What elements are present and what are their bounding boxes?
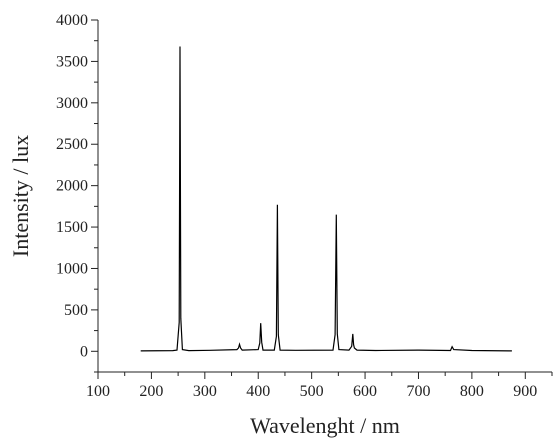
y-tick-label: 1000 [56,260,88,277]
x-tick-label: 600 [353,383,377,400]
x-tick-label: 300 [193,383,217,400]
y-tick-label: 2000 [56,178,88,195]
y-tick-label: 500 [64,302,88,319]
x-tick-label: 100 [86,383,110,400]
y-tick-label: 2500 [56,136,88,153]
x-tick-label: 400 [246,383,270,400]
x-axis-ticks: 100 200 300 400 500 600 700 800 900 [86,372,553,400]
x-axis-label: Wavelenght / nm [250,413,400,438]
y-axis-label: Intensity / lux [8,135,33,257]
y-tick-label: 3500 [56,53,88,70]
y-tick-label: 1500 [56,219,88,236]
series-line [140,46,512,352]
x-tick-label: 700 [406,383,430,400]
x-tick-label: 500 [300,383,324,400]
y-tick-label: 3000 [56,95,88,112]
y-tick-label: 4000 [56,12,88,29]
y-axis-ticks: 0 500 1000 1500 2000 2500 3000 3500 4000 [56,12,98,373]
x-tick-label: 900 [513,383,537,400]
x-tick-label: 200 [139,383,163,400]
x-tick-label: 800 [460,383,484,400]
y-tick-label: 0 [80,343,88,360]
